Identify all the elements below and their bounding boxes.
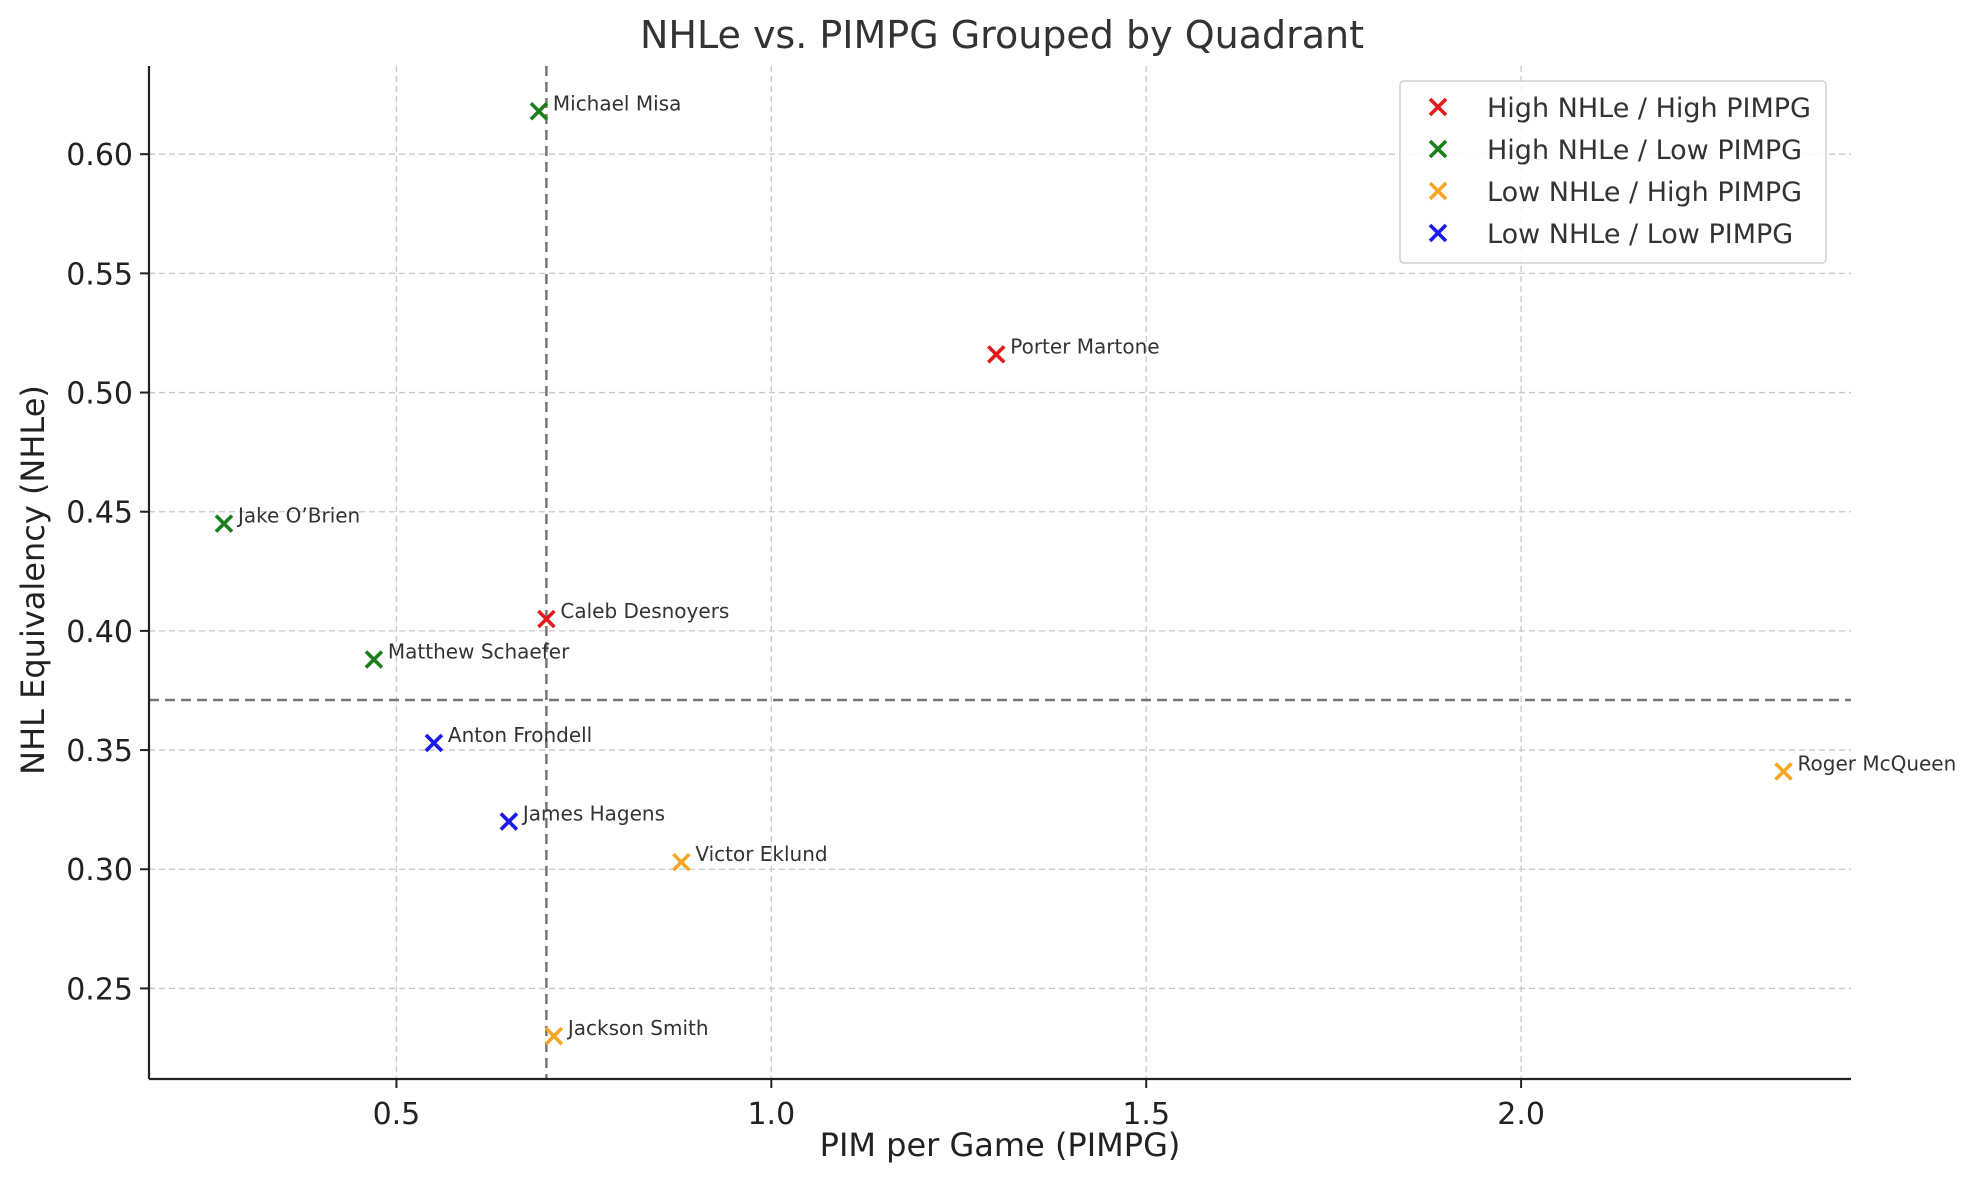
legend-marker <box>1428 139 1448 159</box>
marker-stroke <box>214 514 234 533</box>
y-tick-label: 0.40 <box>66 615 133 650</box>
legend-label: Low NHLe / High PIMPG <box>1487 177 1802 208</box>
marker-stroke <box>1428 223 1448 243</box>
marker-stroke <box>1774 762 1793 781</box>
legend-marker <box>1428 223 1448 243</box>
legend-label: High NHLe / Low PIMPG <box>1487 135 1802 166</box>
data-point <box>672 852 691 872</box>
legend-marker <box>1428 97 1448 117</box>
x-tick-label: 0.5 <box>373 1097 421 1132</box>
data-point <box>364 650 384 669</box>
chart-title: NHLe vs. PIMPG Grouped by Quadrant <box>640 13 1364 57</box>
data-point <box>499 812 519 831</box>
point-label: Porter Martone <box>1010 334 1159 358</box>
point-label: Victor Eklund <box>695 842 827 866</box>
y-tick-label: 0.25 <box>66 972 133 1007</box>
tick-labels: 0.5 1.0 1.5 2.0 0.25 0.30 0.35 0.40 0.45 0.50 0.55… <box>66 138 1545 1132</box>
data-points <box>214 102 1793 1046</box>
marker-stroke <box>672 852 691 872</box>
point-labels: Porter Martone Caleb Desnoyers Michael Mis… <box>236 91 1956 1040</box>
marker-stroke <box>424 733 444 753</box>
point-label: Caleb Desnoyers <box>560 599 729 623</box>
data-point <box>544 1026 564 1046</box>
x-tick-label: 1.5 <box>1122 1097 1170 1132</box>
marker-stroke <box>1428 97 1448 117</box>
data-point <box>537 609 556 629</box>
legend-label: Low NHLe / Low PIMPG <box>1487 219 1793 250</box>
marker-stroke <box>499 812 519 831</box>
data-point <box>986 345 1006 364</box>
y-tick-label: 0.35 <box>66 734 133 769</box>
marker-stroke <box>364 650 384 669</box>
legend-marker <box>1428 181 1448 201</box>
data-point <box>424 733 444 753</box>
data-point <box>214 514 234 533</box>
point-label: Jake O’Brien <box>236 504 360 528</box>
x-tick-label: 2.0 <box>1497 1097 1545 1132</box>
marker-stroke <box>986 345 1006 364</box>
x-axis-label: PIM per Game (PIMPG) <box>820 1126 1181 1164</box>
data-point <box>529 102 549 121</box>
point-label: Matthew Schaefer <box>388 639 570 663</box>
point-label: Jackson Smith <box>566 1016 709 1040</box>
reference-lines <box>149 66 1851 1079</box>
marker-stroke <box>1428 181 1448 201</box>
y-tick-label: 0.60 <box>66 138 133 173</box>
axes <box>140 66 1851 1088</box>
marker-stroke <box>529 102 549 121</box>
grid-layer <box>149 66 1851 1079</box>
y-tick-label: 0.45 <box>66 496 133 531</box>
marker-stroke <box>544 1026 564 1046</box>
legend-label: High NHLe / High PIMPG <box>1487 93 1811 124</box>
point-label: Roger McQueen <box>1798 752 1957 776</box>
y-axis-label: NHL Equivalency (NHLe) <box>14 385 52 775</box>
y-tick-label: 0.50 <box>66 377 133 412</box>
point-label: James Hagens <box>521 802 665 826</box>
y-tick-label: 0.55 <box>66 257 133 292</box>
marker-stroke <box>1428 139 1448 159</box>
legend-box <box>1399 80 1827 264</box>
x-tick-label: 1.0 <box>747 1097 795 1132</box>
marker-stroke <box>537 609 556 629</box>
data-point <box>1774 762 1793 781</box>
y-tick-label: 0.30 <box>66 853 133 888</box>
point-label: Michael Misa <box>553 91 681 115</box>
legend: High NHLe / High PIMPG High NHLe / Low PI… <box>1399 80 1827 264</box>
point-label: Anton Frondell <box>448 723 592 747</box>
